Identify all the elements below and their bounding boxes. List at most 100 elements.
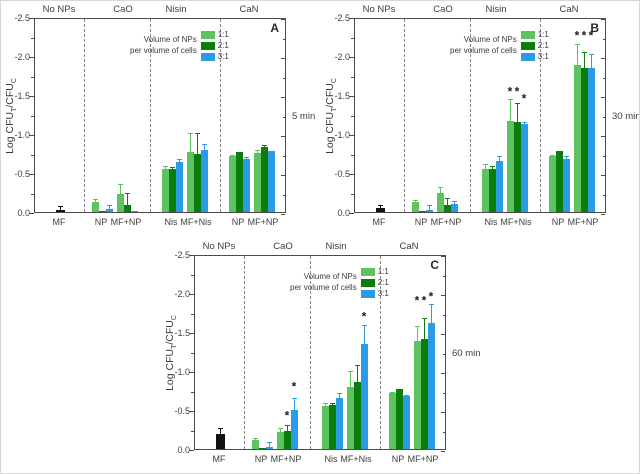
error-bar-line [245, 157, 247, 161]
error-bar-line [164, 165, 166, 172]
error-bar-line [59, 206, 61, 213]
section-header: Nisin [325, 241, 347, 252]
error-bar-line [263, 145, 265, 150]
error-bar-cap [588, 54, 594, 56]
bar-ratio-3:1 [402, 395, 410, 449]
error-bar-cap [187, 132, 193, 134]
bar-ratio-3:1 [335, 398, 343, 449]
error-bar-line [178, 158, 180, 165]
significance-star: * [428, 288, 434, 303]
error-bar-cap [396, 388, 402, 390]
x-group-label: MF+NP [110, 217, 142, 227]
significance-star: * [588, 28, 594, 43]
error-bar-line [405, 394, 407, 398]
section-divider [404, 19, 405, 212]
error-bar-cap [117, 183, 123, 185]
error-bar-line [428, 204, 430, 212]
error-bar-cap [496, 156, 502, 158]
bar-ratio-1:1 [411, 201, 419, 212]
x-group-label: MF+NP [430, 217, 462, 227]
x-group-label: Nis [164, 217, 178, 227]
bar-ratio-2:1 [395, 388, 403, 449]
x-group-label: MF+Nis [340, 454, 372, 464]
y-axis-title-sub-c: C [11, 77, 19, 83]
error-bar-cap [403, 394, 409, 396]
y-tick-left [31, 76, 34, 78]
legend-item-label: 3:1 [217, 52, 229, 61]
y-axis-title-sub-c: C [331, 77, 339, 83]
section-header: CaN [239, 4, 259, 15]
y-tick-left [351, 193, 354, 195]
error-bar-cap [574, 43, 580, 45]
legend-item-label: 3:1 [537, 52, 549, 61]
section-header: CaO [113, 4, 133, 15]
significance-star: * [284, 408, 290, 423]
y-tick-right [442, 275, 445, 277]
error-bar-line [254, 437, 256, 442]
y-tick-left [29, 135, 34, 136]
section-header: Nisin [485, 4, 507, 15]
y-tick-right [601, 58, 605, 59]
section-divider [84, 19, 85, 212]
error-bar-line [108, 204, 110, 211]
y-tick-right [282, 155, 285, 157]
legend-row: 2:1 [520, 40, 549, 51]
x-group-label: Nis [484, 217, 498, 227]
y-tick-left [349, 18, 354, 19]
bar-ratio-1:1 [253, 152, 261, 212]
x-group-label: MF+NP [270, 454, 302, 464]
legend-item-label: 2:1 [537, 41, 549, 50]
error-bar-cap [437, 187, 443, 189]
legend-item-label: 3:1 [377, 289, 389, 298]
error-bar-line [171, 167, 173, 172]
error-bar-line [565, 156, 567, 161]
error-bar-cap [201, 143, 207, 145]
y-tick-right [602, 77, 605, 79]
y-tick-right [442, 431, 445, 433]
y-tick-label: -1.0 [334, 130, 350, 140]
bar-ratio-3:1 [200, 150, 208, 212]
y-tick-left [29, 96, 34, 97]
error-bar-cap [254, 150, 260, 152]
error-bar-cap [217, 428, 223, 430]
legend-item-label: 2:1 [217, 41, 229, 50]
x-group-label: NP [551, 217, 565, 227]
bar-ratio-2:1 [193, 153, 201, 212]
x-group-label: MF+NP [407, 454, 439, 464]
error-bar-cap [322, 402, 328, 404]
error-bar-line [398, 388, 400, 391]
error-bar-line [94, 199, 96, 204]
legend-title-line-1: Volume of NPs [303, 271, 357, 281]
error-bar-line [270, 150, 272, 154]
legend-row: 3:1 [200, 51, 229, 62]
error-bar-cap [549, 154, 555, 156]
error-bar-cap [426, 204, 432, 206]
bar-ratio-2:1 [420, 339, 428, 449]
error-bar-cap [277, 427, 283, 429]
error-bar-cap [252, 437, 258, 439]
y-tick-right [441, 256, 445, 257]
y-tick-left [349, 96, 354, 97]
legend-title-line-2: per volume of cells [130, 45, 197, 55]
error-bar-cap [284, 425, 290, 427]
error-bar-line [583, 51, 585, 71]
error-bar-cap [329, 402, 335, 404]
bar-ratio-3:1 [290, 410, 298, 449]
y-tick-right [441, 334, 445, 335]
y-tick-right [601, 214, 605, 215]
bar-ratio-3:1 [520, 123, 528, 212]
error-bar-line [516, 103, 518, 125]
section-divider [470, 19, 471, 212]
error-bar-line [331, 402, 333, 408]
y-tick-right [442, 392, 445, 394]
error-bar-line [509, 99, 511, 123]
panel-letter: C [430, 258, 439, 272]
bar-ratio-1:1 [506, 120, 514, 212]
y-tick-right [601, 136, 605, 137]
error-bar-cap [236, 151, 242, 153]
y-tick-left [189, 294, 194, 295]
bar-ratio-3:1 [450, 204, 458, 212]
legend-swatch-3:1 [360, 289, 375, 298]
y-tick-left [31, 154, 34, 156]
bar-mf [215, 434, 225, 449]
